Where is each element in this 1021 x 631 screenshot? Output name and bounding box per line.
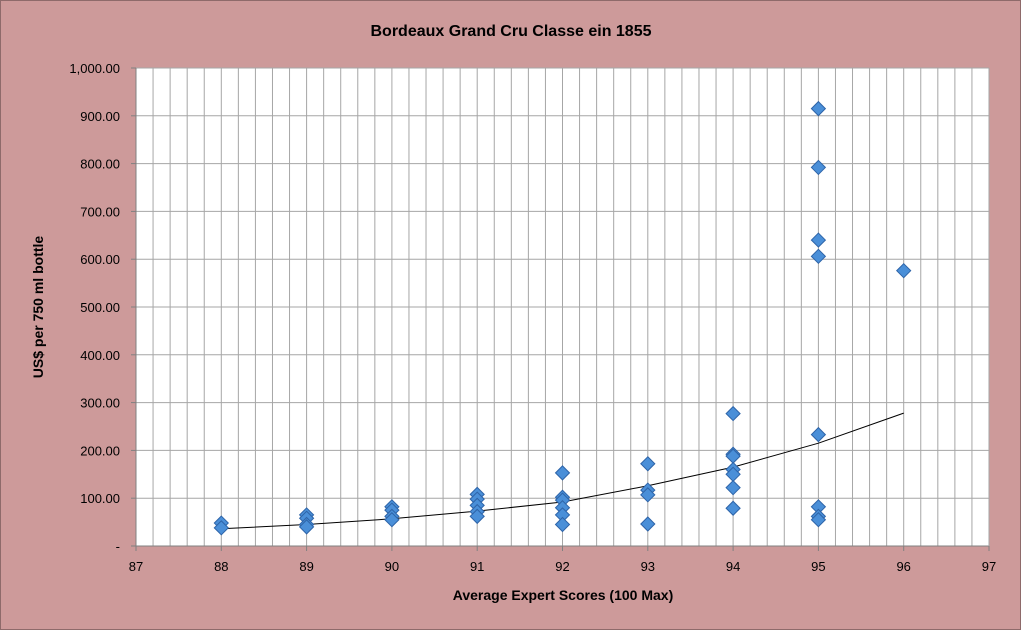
x-tick-label: 89 xyxy=(299,559,313,574)
data-point xyxy=(725,479,741,496)
y-tick-label: 400.00 xyxy=(80,348,120,363)
data-point xyxy=(640,487,656,503)
data-point xyxy=(554,465,571,481)
y-tick-label: - xyxy=(116,539,120,554)
data-point xyxy=(384,512,400,528)
y-tick-label: 700.00 xyxy=(80,204,120,219)
x-tick-label: 93 xyxy=(641,559,655,574)
data-point xyxy=(640,456,656,472)
tick-labels: - 100.00 200.00 300.00 400.00 500.00 600.00 700… xyxy=(69,61,996,574)
data-point xyxy=(640,516,656,532)
axes xyxy=(131,67,990,551)
data-point xyxy=(895,262,912,279)
x-tick-label: 97 xyxy=(982,559,996,574)
y-tick-label: 200.00 xyxy=(80,443,120,458)
x-tick-label: 87 xyxy=(129,559,143,574)
data-points xyxy=(213,100,912,536)
y-tick-label: 1,000.00 xyxy=(69,61,120,76)
data-point xyxy=(810,232,827,248)
y-tick-label: 100.00 xyxy=(80,491,120,506)
x-tick-label: 90 xyxy=(385,559,399,574)
y-tick-label: 600.00 xyxy=(80,252,120,267)
y-tick-label: 900.00 xyxy=(80,109,120,124)
x-tick-label: 95 xyxy=(811,559,825,574)
data-point xyxy=(810,159,827,176)
y-tick-label: 800.00 xyxy=(80,157,120,172)
data-point xyxy=(298,519,315,535)
x-tick-label: 96 xyxy=(896,559,910,574)
data-point xyxy=(213,520,230,536)
data-point xyxy=(810,426,827,443)
x-tick-label: 88 xyxy=(214,559,228,574)
data-point xyxy=(810,512,827,528)
x-tick-label: 91 xyxy=(470,559,484,574)
chart-title: Bordeaux Grand Cru Classe ein 1855 xyxy=(371,23,652,40)
y-tick-label: 300.00 xyxy=(80,396,120,411)
data-point xyxy=(469,508,485,525)
x-tick-label: 94 xyxy=(726,559,740,574)
y-axis-title: US$ per 750 ml bottle xyxy=(30,236,46,379)
data-point xyxy=(810,100,827,117)
data-point xyxy=(810,248,827,265)
data-point xyxy=(725,500,741,516)
x-axis-title: Average Expert Scores (100 Max) xyxy=(453,587,673,603)
data-point xyxy=(554,516,571,533)
y-tick-label: 500.00 xyxy=(80,300,120,315)
x-tick-label: 92 xyxy=(555,559,569,574)
data-point xyxy=(725,405,741,422)
